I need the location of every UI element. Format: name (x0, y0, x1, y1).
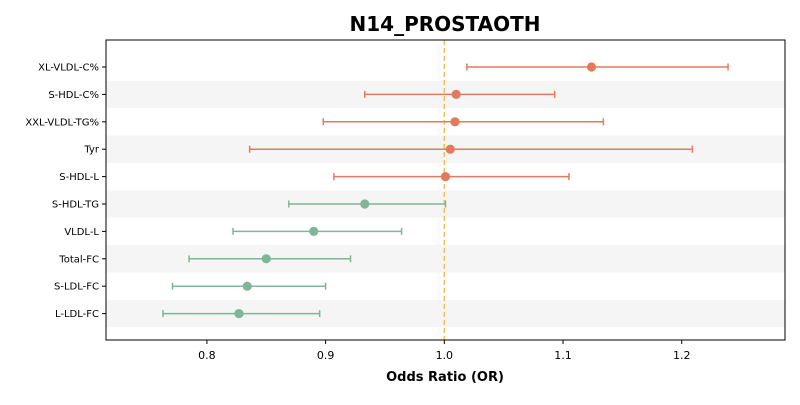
x-tick-label: 1.1 (554, 349, 572, 362)
y-tick-label: Total-FC (58, 254, 99, 265)
or-point (309, 226, 319, 236)
x-tick-label: 0.8 (198, 349, 216, 362)
or-point (242, 281, 252, 291)
chart-title: N14_PROSTAOTH (350, 12, 541, 36)
or-point (360, 199, 370, 209)
x-tick-label: 0.9 (317, 349, 335, 362)
or-point (440, 172, 451, 182)
y-tick-label: L-LDL-FC (55, 309, 99, 320)
or-point (451, 89, 461, 99)
x-tick-label: 1.0 (436, 349, 454, 362)
y-tick-label: S-HDL-TG (52, 200, 99, 211)
y-tick-label: S-HDL-C% (48, 90, 99, 101)
y-tick-label: S-HDL-L (59, 172, 99, 183)
y-tick-label: S-LDL-FC (54, 282, 99, 293)
x-axis-title: Odds Ratio (OR) (386, 370, 504, 385)
y-tick-label: VLDL-L (64, 227, 99, 238)
y-tick-label: Tyr (83, 145, 99, 156)
y-tick-label: XL-VLDL-C% (38, 63, 99, 74)
plot-frame (105, 39, 786, 341)
or-point (586, 62, 597, 72)
or-point (445, 144, 455, 154)
or-point (450, 117, 460, 127)
or-point (261, 254, 271, 264)
y-tick-label: XXL-VLDL-TG% (25, 117, 99, 128)
or-point (234, 309, 244, 319)
x-tick-label: 1.2 (673, 349, 691, 362)
